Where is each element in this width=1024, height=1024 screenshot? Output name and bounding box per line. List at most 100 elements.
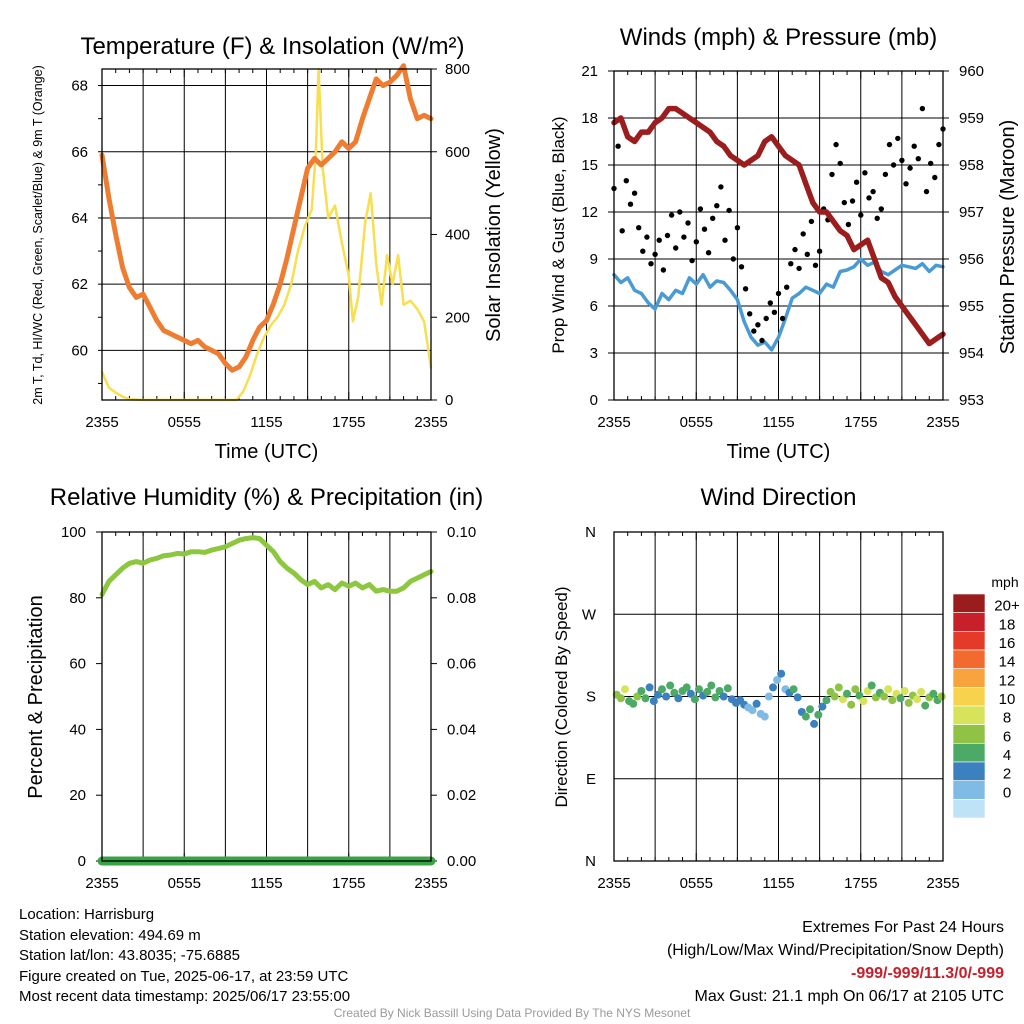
y2-tick-label: 0.02: [447, 787, 476, 804]
y2-tick-label: 0.08: [447, 590, 476, 607]
gust-point: [833, 141, 839, 148]
gust-point: [936, 141, 942, 148]
x-tick-label: 0555: [168, 875, 201, 892]
gust-point: [923, 188, 930, 195]
gust-point: [837, 160, 843, 167]
y-tick-label: 40: [69, 721, 86, 738]
colorbar-swatch: [952, 649, 986, 669]
x-tick-label: 2355: [85, 414, 118, 431]
gust-point: [849, 198, 856, 204]
wind-direction-point: [888, 696, 897, 705]
wind-direction-point: [715, 687, 724, 695]
chart-title: Winds (mph) & Pressure (mb): [620, 24, 937, 51]
y2-tick-label: 200: [445, 309, 470, 326]
extremes-title: Extremes For Past 24 Hours: [802, 919, 1004, 936]
y2-tick-label: 955: [959, 298, 984, 315]
x-tick-label: 2355: [926, 875, 959, 892]
chart-title: Temperature (F) & Insolation (W/m²): [80, 33, 464, 60]
wind-direction-point: [748, 706, 757, 715]
colorbar-label: 6: [1003, 728, 1011, 745]
gust-point: [636, 225, 642, 231]
gust-point: [627, 201, 634, 207]
y-tick-label: W: [582, 606, 597, 623]
gust-point: [899, 157, 905, 163]
extremes-panel: Extremes For Past 24 Hours (High/Low/Max…: [667, 916, 1004, 1008]
gust-point: [919, 105, 926, 112]
gust-point: [742, 286, 749, 292]
colorbar-unit: mph: [991, 574, 1018, 590]
x-tick-label: 2355: [597, 414, 630, 431]
gust-point: [623, 178, 629, 184]
wind-direction-point: [764, 692, 773, 701]
x-tick-label: 2355: [597, 875, 630, 892]
wind-direction-point: [921, 701, 930, 710]
colorbar-label: 14: [999, 654, 1016, 671]
gust-point: [705, 250, 712, 256]
wind-direction-point: [913, 695, 921, 704]
y-tick-label: 60: [71, 342, 88, 359]
colorbar-swatch: [952, 687, 986, 707]
wind-direction-point: [896, 694, 905, 703]
gust-point: [779, 315, 786, 322]
wind-direction-point: [830, 692, 839, 701]
colorbar-label: 12: [999, 672, 1016, 689]
wind-direction-point: [629, 699, 638, 708]
y-tick-label: 21: [581, 63, 598, 80]
wind-direction-point: [649, 697, 658, 706]
wind-direction-point: [884, 685, 893, 694]
y-tick-label: 80: [69, 590, 86, 607]
colorbar-label: 2: [1003, 766, 1011, 783]
y2-tick-label: 400: [445, 227, 470, 244]
gust-point: [747, 311, 753, 317]
station-pressure-line: [611, 105, 946, 347]
colorbar-swatch: [952, 799, 986, 819]
colorbar-swatch: [952, 593, 986, 613]
gust-point: [730, 256, 736, 262]
wind-direction-point: [666, 681, 675, 690]
wind-direction-point: [670, 688, 679, 697]
x-tick-label: 2355: [414, 414, 447, 431]
y-tick-label: N: [585, 853, 596, 870]
x-axis-label: Time (UTC): [215, 441, 319, 463]
y-tick-label: 18: [581, 110, 598, 127]
gust-point: [689, 257, 695, 264]
gust-point: [882, 171, 889, 178]
extremes-fields: (High/Low/Max Wind/Precipitation/Snow De…: [666, 942, 1004, 959]
gust-point: [812, 262, 819, 268]
gust-point: [895, 135, 901, 142]
gust-point: [751, 328, 757, 334]
y-tick-label: 20: [69, 787, 86, 804]
y2-tick-label: 954: [959, 345, 984, 362]
wind-direction-point: [674, 694, 683, 703]
y2-tick-label: 0.10: [447, 524, 476, 541]
colorbar-swatch: [952, 705, 986, 725]
wind-direction-point: [863, 687, 872, 695]
y2-tick-label: 953: [959, 392, 984, 409]
y2-tick-label: 958: [959, 157, 984, 174]
x-tick-label: 1755: [332, 875, 365, 892]
gust-point: [874, 215, 880, 221]
credit-line: Created By Nick Bassill Using Data Provi…: [333, 1006, 691, 1020]
wind-direction-point: [703, 687, 712, 696]
station-elevation: Station elevation: 494.69 m: [19, 926, 201, 944]
gust-point: [816, 248, 823, 254]
gust-point: [755, 322, 761, 328]
gust-point: [829, 171, 835, 178]
plot-border: [101, 531, 432, 862]
y-tick-label: 12: [581, 204, 598, 221]
chart-title: Relative Humidity (%) & Precipitation (i…: [50, 484, 483, 511]
wind-direction-point: [637, 687, 646, 695]
gust-point: [853, 179, 860, 185]
figure-created: Figure created on Tue, 2025-06-17, at 23…: [19, 967, 349, 985]
gust-point: [804, 251, 810, 257]
gust-point: [759, 337, 765, 344]
wind-direction-point: [760, 712, 769, 721]
y-tick-label: 0: [590, 392, 598, 409]
y2-tick-label: 800: [445, 61, 470, 78]
gust-point: [862, 170, 868, 176]
gust-point: [718, 184, 724, 190]
wind-direction-point: [859, 697, 868, 706]
y-axis-label: Percent & Precipitation: [25, 595, 47, 798]
x-axis-label: Time (UTC): [727, 441, 831, 463]
